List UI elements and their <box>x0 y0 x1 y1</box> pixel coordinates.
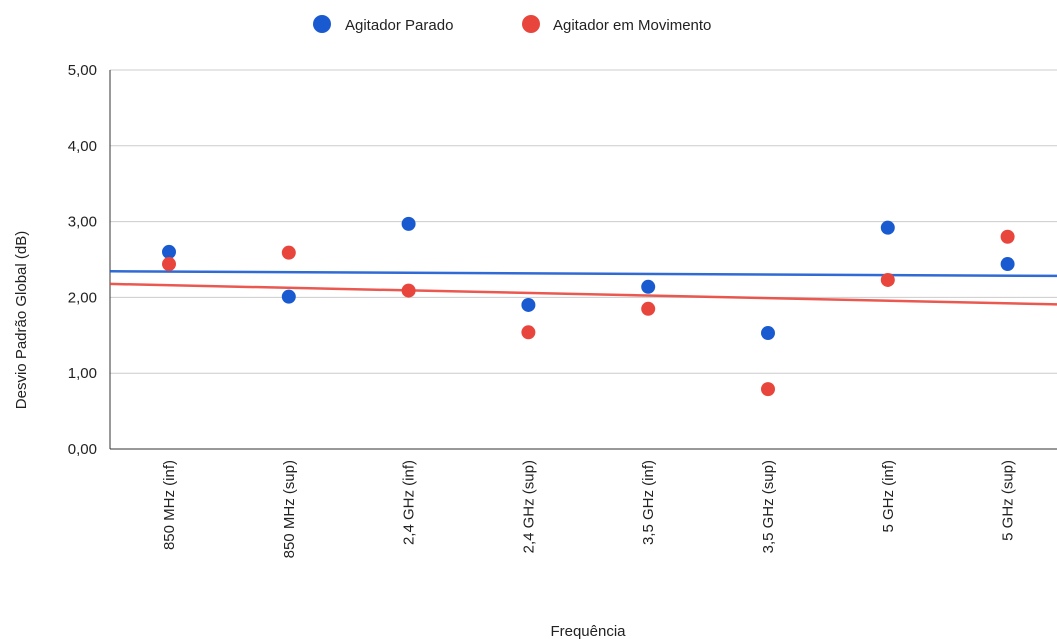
legend-marker <box>522 15 540 33</box>
x-tick-label: 5 GHz (inf) <box>880 460 897 533</box>
y-tick-label: 5,00 <box>68 62 97 79</box>
legend-label: Agitador em Movimento <box>553 17 711 34</box>
y-tick-label: 4,00 <box>68 138 97 155</box>
data-point <box>1000 257 1015 272</box>
data-point <box>761 326 775 341</box>
data-point <box>880 272 895 287</box>
data-point <box>761 382 775 397</box>
data-point <box>162 244 176 259</box>
y-tick-label: 1,00 <box>68 365 97 382</box>
data-point <box>521 325 536 340</box>
data-point <box>281 289 296 304</box>
legend: Agitador Parado Agitador em Movimento <box>313 15 711 34</box>
data-point <box>162 257 176 272</box>
legend-marker <box>313 15 331 33</box>
data-point <box>641 279 656 294</box>
y-axis-ticks: 0,00 1,00 2,00 3,00 4,00 5,00 <box>68 62 97 458</box>
legend-label: Agitador Parado <box>345 17 453 34</box>
data-point <box>521 297 536 312</box>
data-points <box>162 216 1015 397</box>
gridlines <box>109 69 1057 450</box>
x-axis-ticks: 850 MHz (inf) 850 MHz (sup) 2,4 GHz (inf) 2… <box>161 460 1017 558</box>
data-point <box>1000 229 1015 244</box>
data-point <box>641 301 656 316</box>
x-tick-label: 850 MHz (sup) <box>281 460 298 558</box>
y-tick-label: 3,00 <box>68 214 97 231</box>
trendline <box>109 270 1057 278</box>
trendlines <box>109 270 1057 306</box>
trendline <box>109 282 1057 306</box>
y-tick-label: 2,00 <box>68 289 97 306</box>
x-tick-label: 850 MHz (inf) <box>161 460 178 550</box>
data-point <box>401 283 416 298</box>
data-point <box>281 245 296 260</box>
x-tick-label: 2,4 GHz (inf) <box>401 460 418 545</box>
x-tick-label: 2,4 GHz (sup) <box>520 460 537 553</box>
x-tick-label: 3,5 GHz (sup) <box>760 460 777 553</box>
data-point <box>401 216 416 231</box>
y-tick-label: 0,00 <box>68 441 97 458</box>
x-tick-label: 5 GHz (sup) <box>1000 460 1017 541</box>
y-axis-title: Desvio Padrão Global (dB) <box>13 231 30 409</box>
x-tick-label: 3,5 GHz (inf) <box>640 460 657 545</box>
x-axis-title: Frequência <box>550 623 626 639</box>
data-point <box>880 220 895 235</box>
